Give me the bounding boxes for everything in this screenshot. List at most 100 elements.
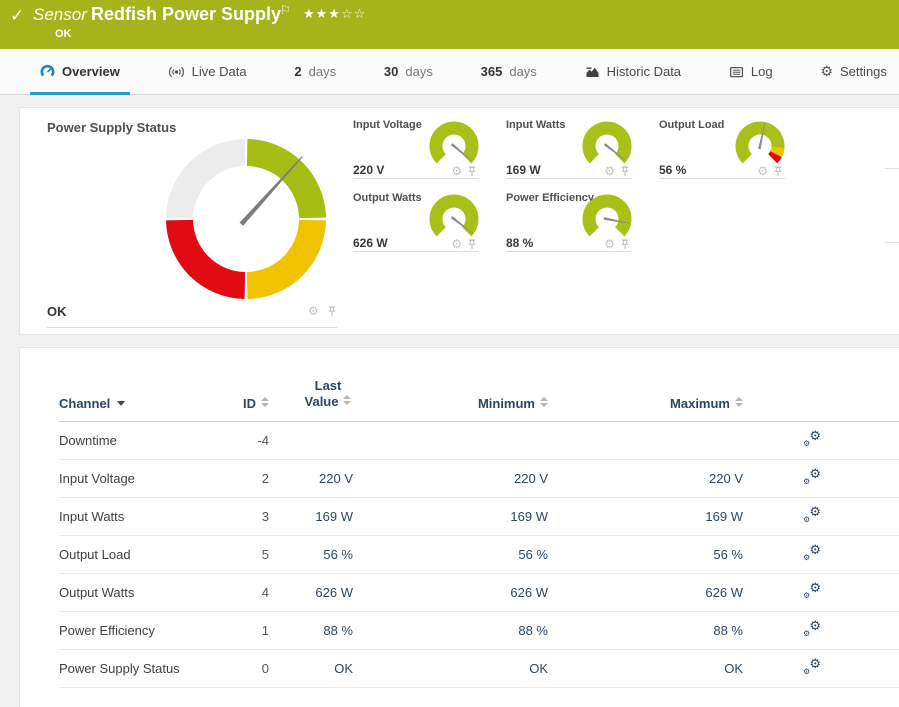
- channel-id: 4: [209, 573, 269, 612]
- pin-icon[interactable]: [327, 305, 337, 317]
- table-row: Input Voltage 2 220 V 220 V 220 V ⚙ ⚙: [59, 459, 899, 498]
- tab-log[interactable]: Log: [719, 49, 783, 95]
- tab-number: 2: [294, 64, 302, 79]
- last-value: 88 %: [269, 611, 353, 650]
- log-list-icon: [729, 66, 743, 77]
- broadcast-icon: [168, 66, 184, 77]
- maximum-value: 169 W: [548, 497, 743, 536]
- column-header-last-value[interactable]: Last Value: [269, 372, 353, 422]
- channel-gauge-title: Output Watts: [353, 192, 422, 204]
- table-row: Input Watts 3 169 W 169 W 169 W ⚙ ⚙: [59, 497, 899, 536]
- tab-label: Settings: [839, 64, 887, 79]
- pin-icon[interactable]: [773, 165, 783, 177]
- channel-table-panel: Channel ID Last Value Minimum Maximum: [19, 347, 899, 707]
- gauge-settings-gear-icon[interactable]: ⚙: [604, 164, 615, 178]
- channel-name[interactable]: Power Supply Status: [59, 649, 209, 688]
- channel-settings-icon[interactable]: ⚙ ⚙: [803, 579, 821, 600]
- sensor-title: Redfish Power Supply: [91, 4, 282, 24]
- last-value: OK: [269, 649, 353, 688]
- tab-overview[interactable]: Overview: [30, 49, 130, 95]
- table-row: Output Watts 4 626 W 626 W 626 W ⚙ ⚙: [59, 573, 899, 612]
- channel-gauge-title: Power Efficiency: [506, 192, 595, 204]
- gauge-settings-gear-icon[interactable]: ⚙: [604, 237, 615, 251]
- tab-historic-data[interactable]: Historic Data: [575, 49, 691, 95]
- pin-icon[interactable]: [467, 165, 477, 177]
- channel-settings-icon[interactable]: ⚙ ⚙: [803, 427, 821, 448]
- column-header-minimum[interactable]: Minimum: [353, 372, 548, 422]
- minimum-value: 169 W: [353, 497, 548, 536]
- pin-icon[interactable]: [620, 238, 630, 250]
- pin-icon[interactable]: [620, 165, 630, 177]
- tab-number: 30: [383, 64, 399, 79]
- channel-name[interactable]: Input Watts: [59, 497, 209, 536]
- channel-settings-icon[interactable]: ⚙ ⚙: [803, 541, 821, 562]
- gauge-tile-input-watts: Input Watts 169 W ⚙: [506, 119, 632, 179]
- channel-gauge: [582, 194, 632, 237]
- tab-365-days[interactable]: 365 days: [471, 49, 547, 95]
- sort-icon: [735, 396, 743, 407]
- channel-settings-icon[interactable]: ⚙ ⚙: [803, 655, 821, 676]
- channel-name[interactable]: Power Efficiency: [59, 611, 209, 650]
- gauge-settings-gear-icon[interactable]: ⚙: [308, 304, 319, 318]
- last-value: 220 V: [269, 459, 353, 498]
- maximum-value: OK: [548, 649, 743, 688]
- tab-label: Live Data: [191, 64, 247, 79]
- divider: [47, 327, 337, 328]
- gauge-settings-gear-icon[interactable]: ⚙: [757, 164, 768, 178]
- tab-label: Log: [750, 64, 773, 79]
- last-value: 56 %: [269, 535, 353, 574]
- gauge-tile-power-efficiency: Power Efficiency 88 % ⚙: [506, 192, 632, 252]
- tab-30-days[interactable]: 30 days: [374, 49, 443, 95]
- object-type-label: Sensor: [33, 5, 87, 24]
- gauge-needle: [239, 156, 303, 226]
- channel-settings-icon[interactable]: ⚙ ⚙: [803, 617, 821, 638]
- channel-name[interactable]: Downtime: [59, 421, 209, 460]
- tab-2-days[interactable]: 2 days: [284, 49, 346, 95]
- channel-name[interactable]: Output Load: [59, 535, 209, 574]
- tab-live-data[interactable]: Live Data: [158, 49, 257, 95]
- minimum-value: [353, 421, 548, 460]
- tab-label: days: [308, 64, 337, 79]
- channel-gauge-value: 56 %: [659, 163, 687, 177]
- tab-label: days: [405, 64, 433, 79]
- divider: [885, 242, 899, 243]
- channel-name[interactable]: Input Voltage: [59, 459, 209, 498]
- tab-label: days: [509, 64, 537, 79]
- sort-icon: [343, 395, 352, 406]
- pin-icon[interactable]: [467, 238, 477, 250]
- gauge-tile-output-watts: Output Watts 626 W ⚙: [353, 192, 479, 252]
- channel-id: 3: [209, 497, 269, 536]
- gauges-panel: Power Supply Status OK ⚙ Input Voltage 2…: [19, 107, 899, 335]
- table-row: Output Load 5 56 % 56 % 56 % ⚙ ⚙: [59, 535, 899, 574]
- gauge-needle: [603, 143, 626, 161]
- column-header-id[interactable]: ID: [209, 372, 269, 422]
- channel-id: 5: [209, 535, 269, 574]
- tab-settings[interactable]: ⚙ Settings: [810, 49, 897, 95]
- maximum-value: [548, 421, 743, 460]
- channel-name[interactable]: Output Watts: [59, 573, 209, 612]
- tab-label: Historic Data: [606, 64, 682, 79]
- maximum-value: 56 %: [548, 535, 743, 574]
- tab-label: Overview: [62, 64, 120, 79]
- maximum-value: 626 W: [548, 573, 743, 612]
- gauge-settings-gear-icon[interactable]: ⚙: [451, 237, 462, 251]
- status-check-icon: ✓: [10, 6, 25, 25]
- channel-gauge-value: 626 W: [353, 236, 388, 250]
- priority-stars[interactable]: ★★★☆☆: [303, 6, 367, 21]
- channel-id: -4: [209, 421, 269, 460]
- channel-settings-icon[interactable]: ⚙ ⚙: [803, 503, 821, 524]
- column-header-channel[interactable]: Channel: [59, 372, 209, 422]
- status-gauge: [166, 139, 326, 299]
- gauge-needle: [450, 143, 472, 162]
- tab-bar: Overview Live Data 2 days 30 days 365 da…: [0, 49, 899, 95]
- maximum-value: 220 V: [548, 459, 743, 498]
- flag-icon[interactable]: ⚐: [280, 3, 291, 17]
- gauge-needle: [603, 217, 630, 224]
- channel-settings-icon[interactable]: ⚙ ⚙: [803, 465, 821, 486]
- minimum-value: OK: [353, 649, 548, 688]
- gauge-settings-gear-icon[interactable]: ⚙: [451, 164, 462, 178]
- column-header-maximum[interactable]: Maximum: [548, 372, 743, 422]
- maximum-value: 88 %: [548, 611, 743, 650]
- gauge-icon: [40, 64, 55, 77]
- gauge-tile-input-voltage: Input Voltage 220 V ⚙: [353, 119, 479, 179]
